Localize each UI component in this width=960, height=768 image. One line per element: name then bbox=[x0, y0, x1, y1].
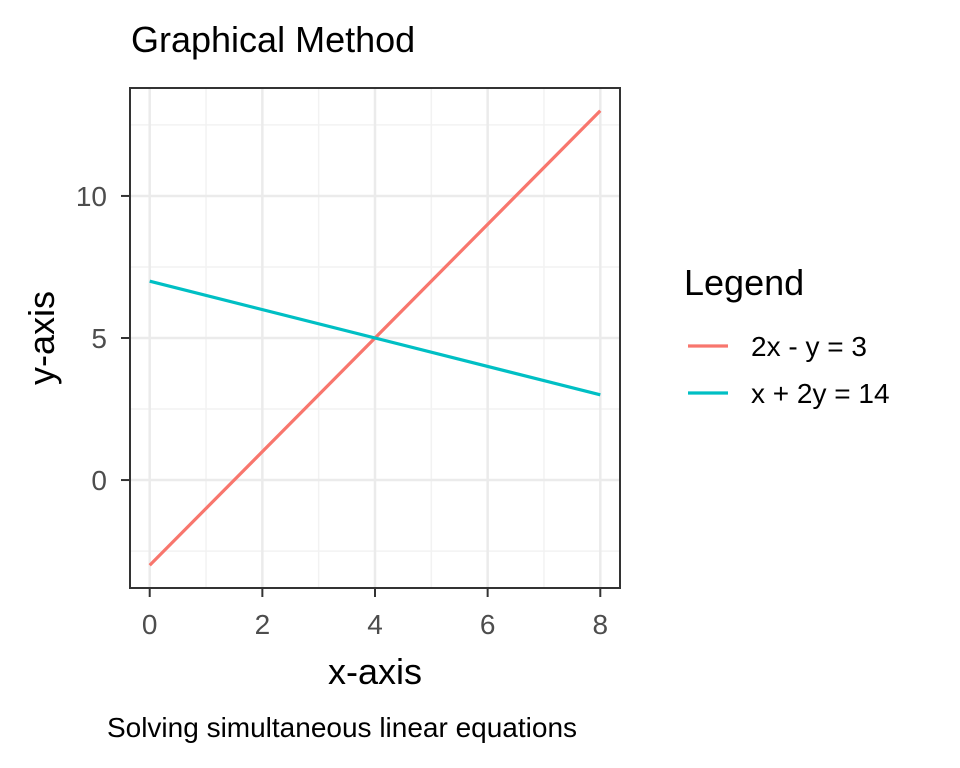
series-layer bbox=[148, 109, 602, 567]
x-axis-label: x-axis bbox=[328, 651, 422, 692]
legend-label-2: x + 2y = 14 bbox=[751, 378, 890, 409]
y-axis-label: y-axis bbox=[21, 291, 62, 385]
chart-title: Graphical Method bbox=[131, 19, 415, 60]
x-axis: 0 2 4 6 8 bbox=[142, 588, 608, 640]
legend-items: 2x - y = 3 x + 2y = 14 bbox=[688, 331, 890, 409]
y-tick-label: 0 bbox=[91, 465, 107, 496]
series-line-2 bbox=[149, 279, 601, 397]
x-tick-label: 8 bbox=[592, 609, 608, 640]
legend-title: Legend bbox=[684, 262, 804, 303]
chart-caption: Solving simultaneous linear equations bbox=[107, 712, 577, 743]
x-tick-label: 2 bbox=[255, 609, 271, 640]
y-axis: 0 5 10 bbox=[76, 181, 130, 496]
plot-area bbox=[129, 87, 621, 589]
legend: Legend 2x - y = 3 x + 2y = 14 bbox=[684, 262, 890, 409]
x-tick-label: 0 bbox=[142, 609, 158, 640]
x-tick-label: 6 bbox=[480, 609, 496, 640]
y-tick-label: 5 bbox=[91, 323, 107, 354]
x-tick-label: 4 bbox=[367, 609, 383, 640]
y-tick-label: 10 bbox=[76, 181, 107, 212]
legend-label-1: 2x - y = 3 bbox=[751, 331, 867, 362]
